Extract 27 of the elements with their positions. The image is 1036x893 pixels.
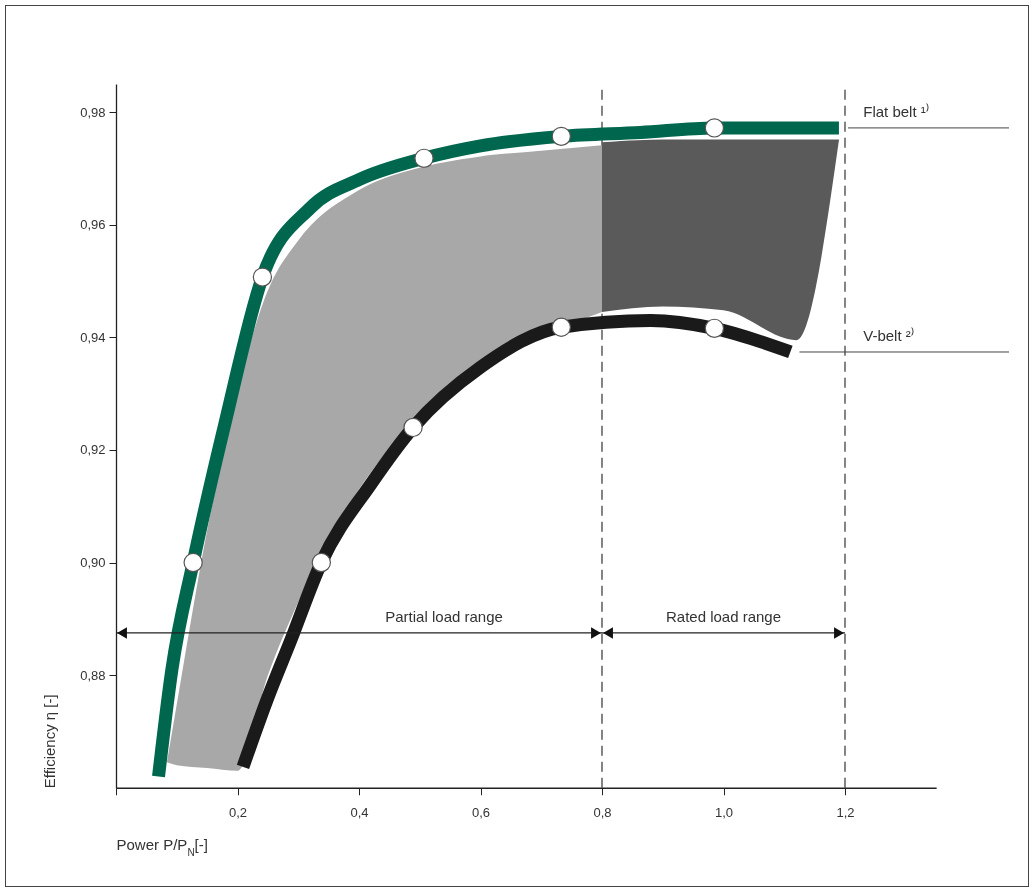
x-axis-title: Power P/P$_{N}$[-] [116, 836, 208, 858]
point [403, 417, 423, 438]
annotation: Rated load range [665, 607, 782, 625]
series-label: Flat belt ¹⁾ [863, 102, 929, 120]
point [704, 318, 725, 339]
x-tick-label: 1,0 [714, 805, 734, 821]
point [183, 552, 203, 573]
x-tick-label: 0,8 [593, 805, 612, 821]
x-tick-label: 0,4 [350, 805, 369, 821]
y-tick-label: 0,88 [80, 667, 106, 683]
y-tick-label: 0,90 [80, 555, 106, 571]
y-tick-label: 0,96 [80, 217, 106, 233]
y-tick-label: 0,94 [80, 329, 106, 345]
x-tick-label: 0,6 [471, 805, 491, 821]
point [252, 267, 273, 287]
text: V-belt ²⁾ [863, 326, 914, 344]
y-tick-label: 0,98 [80, 104, 106, 120]
x-tick-label: 0,2 [228, 805, 248, 821]
point [414, 148, 434, 168]
y-axis-title: Efficiency η [-] [41, 694, 59, 789]
x-tick-label: 1,2 [836, 805, 855, 821]
point [311, 552, 332, 573]
annotation: Partial load range [385, 607, 503, 625]
point [704, 118, 725, 138]
y-tick-label: 0,92 [80, 442, 106, 458]
point [551, 126, 571, 147]
point [551, 317, 571, 337]
